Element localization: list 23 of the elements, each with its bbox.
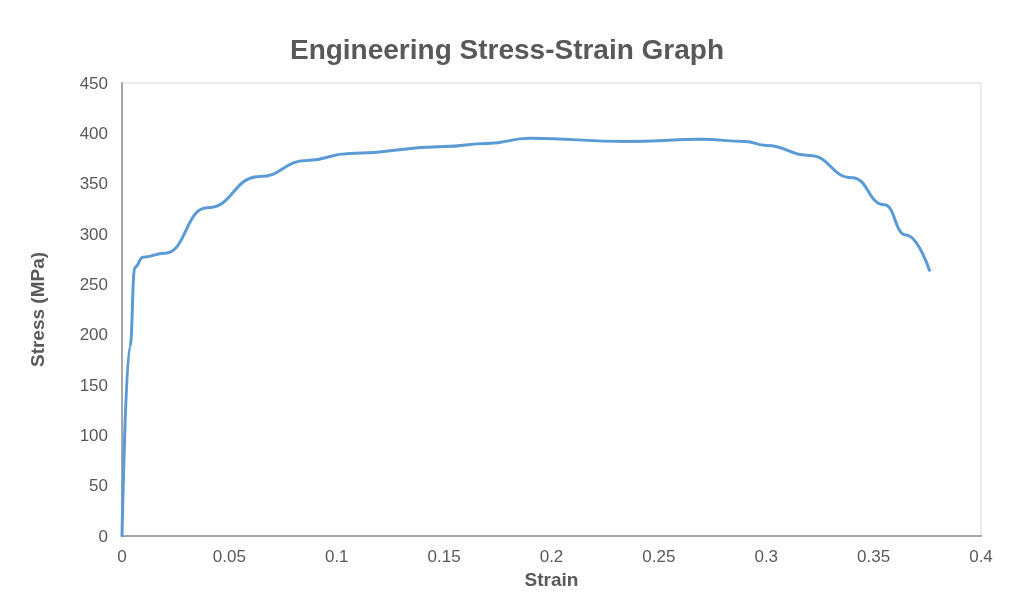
y-tick-label: 200 xyxy=(79,325,108,345)
x-tick-label: 0.35 xyxy=(857,547,891,566)
y-tick-label: 300 xyxy=(79,224,108,244)
x-tick-label: 0.15 xyxy=(427,547,461,566)
x-tick-label: 0.4 xyxy=(969,547,993,566)
line-series xyxy=(120,136,931,538)
y-tick-label: 400 xyxy=(79,123,108,143)
x-tick-label: 0 xyxy=(117,547,127,566)
y-tick-label: 0 xyxy=(98,526,108,546)
x-tick-label: 0.25 xyxy=(642,547,676,566)
y-tick-label: 150 xyxy=(79,375,108,395)
chart-title: Engineering Stress-Strain Graph xyxy=(289,33,725,65)
x-tick-label: 0.2 xyxy=(539,547,564,566)
y-tick-label: 100 xyxy=(79,425,108,445)
x-tick-label: 0.05 xyxy=(212,547,246,566)
x-tick-label: 0.3 xyxy=(754,547,779,566)
x-axis-title: Strain xyxy=(524,568,579,590)
y-tick-label: 450 xyxy=(79,73,108,93)
y-tick-label: 250 xyxy=(79,274,108,294)
y-tick-label: 350 xyxy=(79,174,108,194)
y-axis-title: Stress (MPa) xyxy=(27,251,48,368)
x-tick-label: 0.1 xyxy=(324,547,349,566)
y-tick-label: 50 xyxy=(89,476,108,496)
